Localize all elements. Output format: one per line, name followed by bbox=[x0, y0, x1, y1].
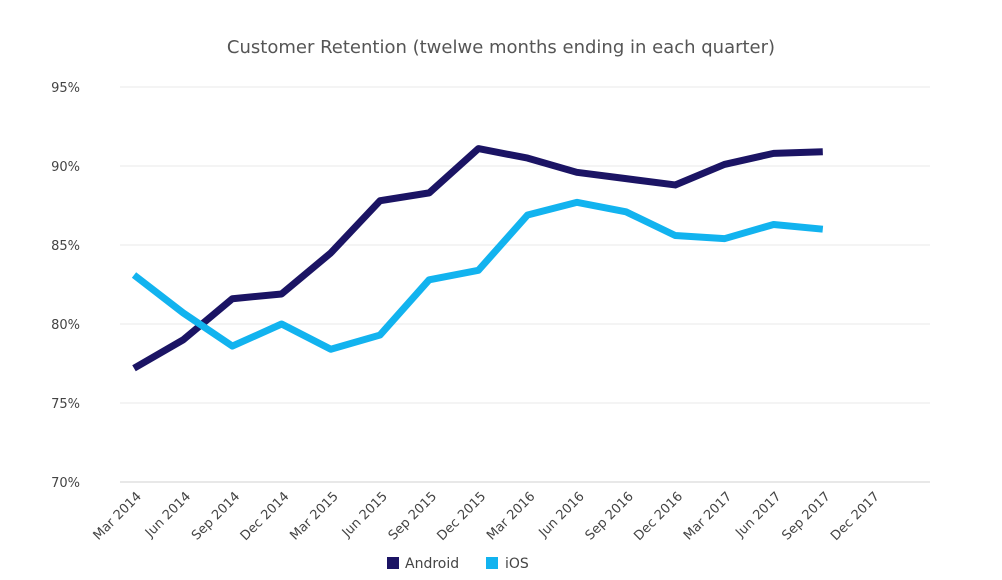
x-tick-label: Dec 2014 bbox=[238, 489, 293, 544]
y-tick-label: 75% bbox=[51, 397, 80, 412]
x-tick-label: Jun 2016 bbox=[536, 489, 588, 541]
y-tick-label: 80% bbox=[51, 318, 80, 333]
x-tick-label: Mar 2017 bbox=[681, 489, 735, 543]
legend-swatch-ios bbox=[486, 557, 498, 569]
x-tick-label: Dec 2015 bbox=[435, 489, 490, 544]
x-tick-label: Sep 2016 bbox=[583, 489, 637, 543]
x-tick-label: Sep 2017 bbox=[779, 489, 833, 543]
series-line-ios bbox=[131, 198, 824, 353]
x-tick-label: Jun 2015 bbox=[339, 489, 391, 541]
x-tick-label: Mar 2016 bbox=[484, 489, 538, 543]
y-tick-label: 95% bbox=[51, 81, 80, 96]
x-tick-label: Mar 2015 bbox=[287, 489, 341, 543]
x-tick-label: Jun 2014 bbox=[142, 489, 194, 541]
gridlines bbox=[120, 86, 930, 483]
series-lines bbox=[131, 145, 824, 372]
y-tick-label: 90% bbox=[51, 160, 80, 175]
legend-swatch-android bbox=[387, 557, 399, 569]
series-line-android bbox=[132, 145, 823, 372]
x-tick-label: Dec 2017 bbox=[828, 489, 883, 544]
x-tick-label: Dec 2016 bbox=[631, 489, 686, 544]
x-tick-label: Jun 2017 bbox=[732, 489, 784, 541]
chart-title: Customer Retention (twelwe months ending… bbox=[227, 37, 775, 58]
legend-label-ios: iOS bbox=[505, 556, 529, 572]
x-tick-label: Mar 2014 bbox=[91, 489, 145, 543]
y-tick-label: 85% bbox=[51, 239, 80, 254]
legend: Android iOS bbox=[387, 556, 529, 572]
legend-label-android: Android bbox=[405, 556, 459, 572]
y-axis-tick-labels: 70% 75% 80% 85% 90% 95% bbox=[51, 81, 80, 491]
y-tick-label: 70% bbox=[51, 476, 80, 491]
x-tick-label: Sep 2014 bbox=[189, 489, 243, 543]
x-tick-label: Sep 2015 bbox=[386, 489, 440, 543]
